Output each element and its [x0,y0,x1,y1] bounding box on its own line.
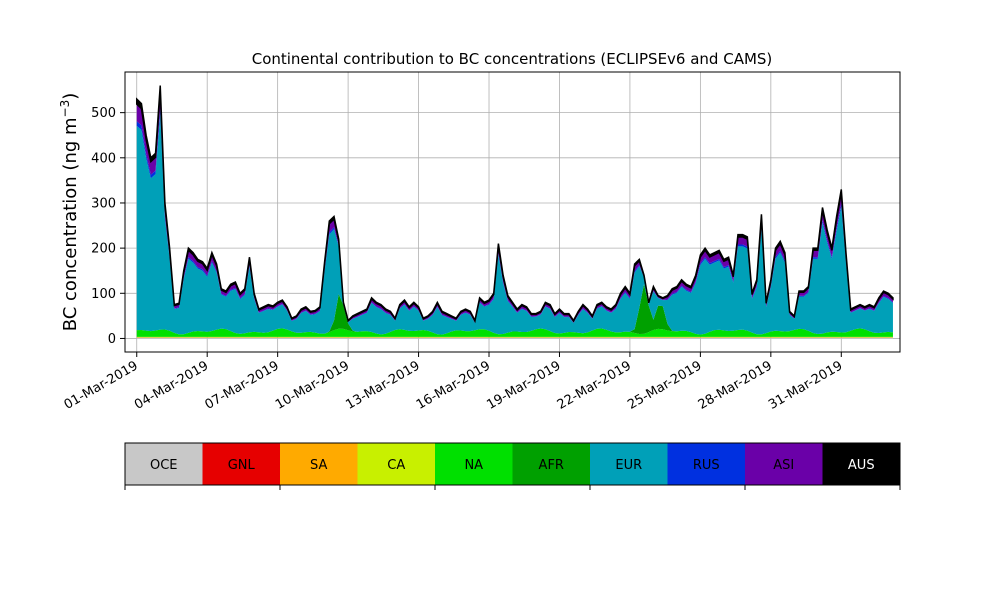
legend-label-na: NA [464,458,483,473]
legend-label-eur: EUR [615,458,642,473]
y-tick-label: 200 [91,242,116,257]
legend-swatch-eur [590,443,668,485]
x-tick-label: 01-Mar-2019 [62,358,141,412]
area-series-na [136,328,893,337]
legend-swatch-ca [357,443,435,485]
legend-label-aus: AUS [848,458,875,473]
legend-swatch-na [435,443,513,485]
axes: 0 100 200 300 400 500 01-Mar-201904-Mar-201907… [58,71,901,413]
x-tick-label: 31-Mar-2019 [766,358,845,412]
plot-frame [124,71,901,353]
x-tick-label: 10-Mar-2019 [273,358,352,412]
area-series-oce [136,337,893,339]
y-tick-label: 500 [91,106,116,121]
x-tick-label: 28-Mar-2019 [696,358,775,412]
legend-swatch-asi [745,443,823,485]
legend-swatch-afr [512,443,590,485]
legend-frame [124,442,901,486]
legend-label-ca: CA [387,458,405,473]
x-tick-label: 25-Mar-2019 [625,358,704,412]
y-tick-label: 400 [91,151,116,166]
y-tick-label: 100 [91,287,116,302]
legend-label-asi: ASI [773,458,794,473]
x-tick-label: 22-Mar-2019 [555,358,634,412]
legend-label-oce: OCE [150,458,178,473]
legend-swatch-oce [125,443,203,485]
y-tick-label: 0 [108,332,116,347]
legend-label-gnl: GNL [228,458,256,473]
x-tick-label: 19-Mar-2019 [484,358,563,412]
legend-swatch-sa [280,443,358,485]
x-tick-label: 04-Mar-2019 [132,358,211,412]
stacked-areas [135,85,894,339]
legend-swatch-gnl [202,443,280,485]
legend: OCE GNL SA CA NA AFR EUR RUS ASI AUS [124,442,901,490]
legend-swatch-rus [667,443,745,485]
legend-label-sa: SA [310,458,327,473]
x-tick-label: 16-Mar-2019 [414,358,493,412]
x-tick-label: 13-Mar-2019 [343,358,422,412]
legend-label-rus: RUS [693,458,720,473]
y-axis-label: BC concentration (ng m−3) [58,93,81,332]
area-series-aus [135,85,894,324]
legend-swatch-aus [822,443,900,485]
area-series-eur [136,113,893,335]
legend-label-afr: AFR [539,458,564,473]
x-tick-label: 07-Mar-2019 [203,358,282,412]
y-tick-label: 300 [91,196,116,211]
chart-title: Continental contribution to BC concentra… [252,50,773,68]
